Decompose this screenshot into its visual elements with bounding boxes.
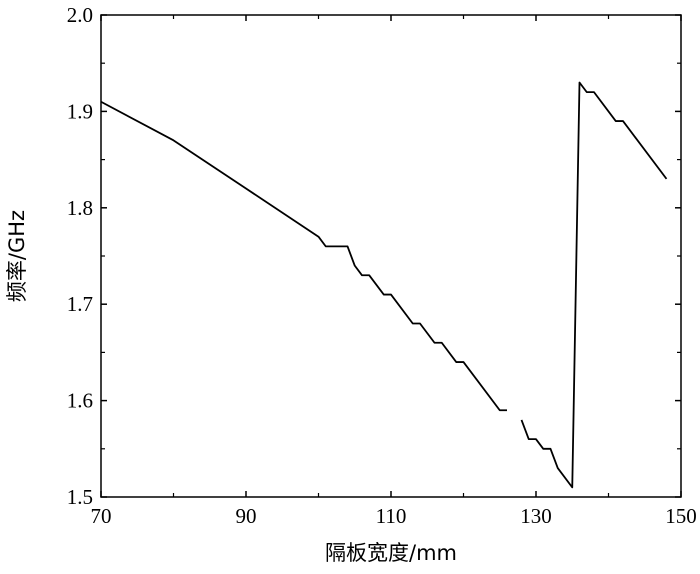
axis-ticks [100, 14, 682, 498]
y-tick-label: 1.5 [67, 485, 93, 509]
x-tick-label: 90 [236, 504, 257, 528]
x-tick-label: 150 [665, 504, 697, 528]
y-tick-label: 1.8 [67, 196, 93, 220]
y-axis-title: 频率/GHz [5, 210, 29, 302]
x-tick-label: 70 [91, 504, 112, 528]
axis-tick-labels: 70 90 110 130 150 1.5 1.6 1.7 1.8 1.9 2.0 [67, 3, 697, 528]
y-tick-label: 1.9 [67, 99, 93, 123]
series-line-segment [100, 100, 507, 412]
y-tick-label: 1.6 [67, 389, 93, 413]
y-tick-label: 1.7 [67, 292, 93, 316]
x-axis-title: 隔板宽度/mm [325, 541, 457, 565]
data-lines [100, 81, 668, 489]
plot-frame [100, 14, 682, 498]
x-tick-label: 130 [520, 504, 552, 528]
x-tick-label: 110 [376, 504, 407, 528]
y-tick-label: 2.0 [67, 3, 93, 27]
series-line-segment [520, 81, 668, 489]
